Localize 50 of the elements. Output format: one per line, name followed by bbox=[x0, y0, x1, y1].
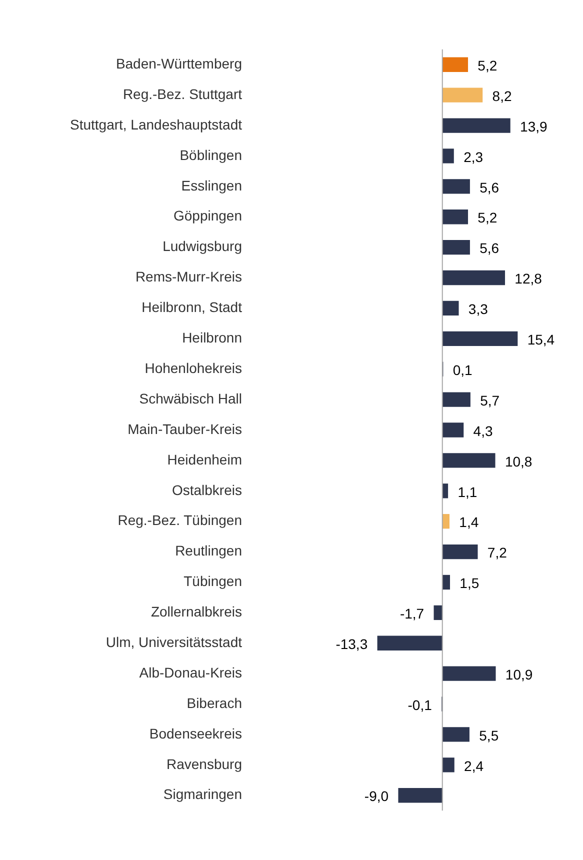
data-label: 1,4 bbox=[459, 514, 479, 530]
y-tick-label: Stuttgart, Landeshauptstadt bbox=[70, 116, 242, 132]
y-tick-label: Böblingen bbox=[180, 146, 242, 163]
data-label: 12,8 bbox=[514, 270, 542, 287]
data-label: 13,9 bbox=[520, 118, 548, 134]
data-label: 5,7 bbox=[480, 392, 500, 408]
y-tick-label: Biberach bbox=[186, 694, 242, 711]
y-tick-label: Tübingen bbox=[184, 573, 242, 590]
y-tick-label: Alb-Donau-Kreis bbox=[139, 664, 242, 680]
y-tick-label: Zollernalbkreis bbox=[150, 604, 242, 620]
data-label: 5,6 bbox=[480, 179, 500, 196]
y-tick-label: Ostalbkreis bbox=[172, 482, 242, 498]
data-label: 4,3 bbox=[473, 422, 493, 439]
y-tick-label: Ludwigsburg bbox=[162, 238, 242, 254]
y-tick-label: Reutlingen bbox=[175, 542, 242, 559]
data-label: 3,3 bbox=[468, 301, 488, 318]
y-tick-label: Heilbronn bbox=[182, 330, 242, 346]
data-label: -13,3 bbox=[336, 636, 368, 652]
data-label: 1,5 bbox=[460, 575, 480, 592]
data-label: 5,5 bbox=[479, 727, 499, 744]
y-tick-label: Schwäbisch Hall bbox=[139, 390, 242, 406]
y-tick-label: Hohenlohekreis bbox=[144, 360, 242, 376]
data-label: 1,1 bbox=[458, 484, 478, 500]
y-tick-label: Esslingen bbox=[181, 177, 242, 194]
data-label: 5,2 bbox=[478, 57, 498, 74]
data-label: 10,8 bbox=[504, 453, 532, 470]
data-label: 2,4 bbox=[464, 758, 484, 774]
data-label: 5,6 bbox=[480, 240, 500, 256]
y-tick-label: Reg.-Bez. Stuttgart bbox=[122, 86, 242, 102]
y-tick-label: Sigmaringen bbox=[163, 786, 242, 802]
data-label: 15,4 bbox=[527, 332, 555, 348]
y-tick-label: Göppingen bbox=[173, 208, 242, 224]
data-label: 8,2 bbox=[492, 88, 512, 104]
data-label: -1,7 bbox=[400, 606, 424, 622]
data-label: 7,2 bbox=[487, 544, 508, 561]
data-label: 5,2 bbox=[478, 210, 498, 226]
data-label: -0,1 bbox=[408, 696, 432, 713]
y-tick-label: Rems-Murr-Kreis bbox=[135, 268, 242, 285]
y-tick-label: Reg.-Bez. Tübingen bbox=[118, 512, 242, 528]
y-tick-label: Baden-Württemberg bbox=[116, 55, 242, 72]
y-tick-label: Main-Tauber-Kreis bbox=[128, 420, 242, 437]
y-tick-label: Bodenseekreis bbox=[149, 725, 242, 742]
data-label: 10,9 bbox=[505, 666, 533, 682]
data-label: 0,1 bbox=[452, 362, 473, 378]
data-label: -9,0 bbox=[364, 788, 389, 804]
y-tick-label: Heilbronn, Stadt bbox=[142, 299, 242, 316]
y-tick-label: Ulm, Universitätsstadt bbox=[106, 634, 242, 650]
data-label: 2,3 bbox=[464, 148, 484, 165]
y-tick-label: Ravensburg bbox=[166, 756, 242, 772]
y-tick-label: Heidenheim bbox=[167, 451, 242, 468]
